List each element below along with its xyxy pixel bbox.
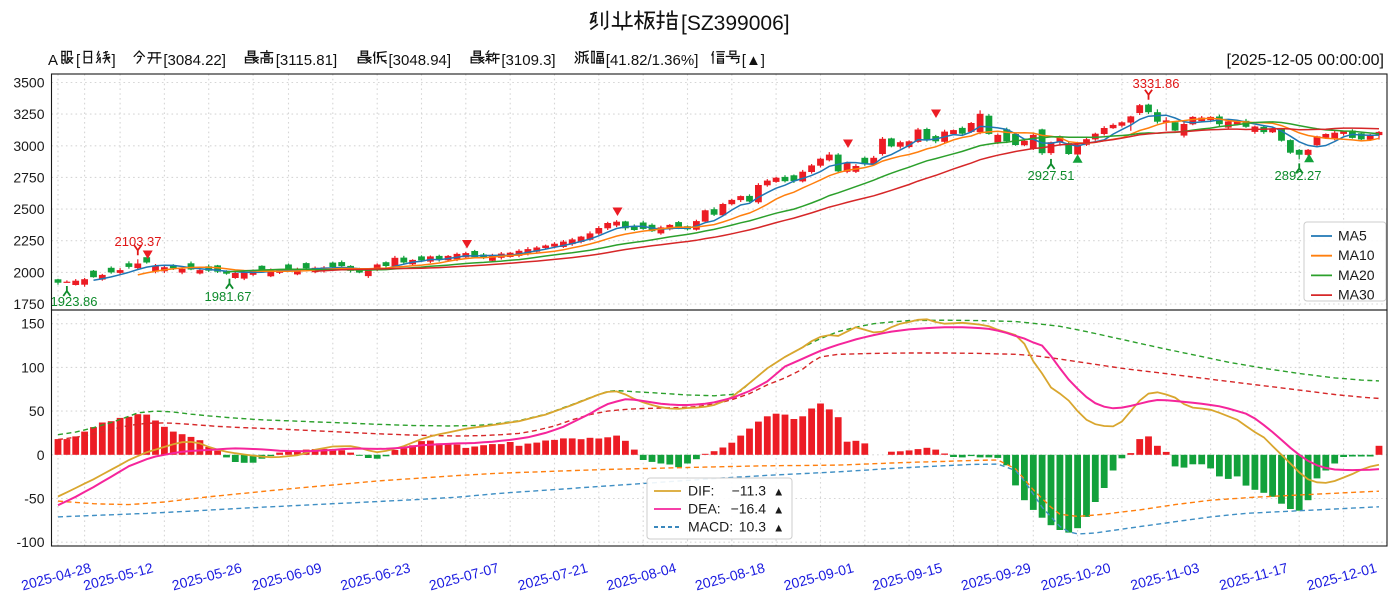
svg-text:−16.4: −16.4 (731, 501, 767, 517)
svg-text:MACD:: MACD: (688, 519, 733, 535)
svg-text:[3109.3]: [3109.3] (501, 52, 555, 69)
svg-text:DEA:: DEA: (688, 501, 721, 517)
svg-text:1750: 1750 (13, 296, 44, 312)
svg-text:10.3: 10.3 (739, 519, 766, 535)
svg-text:1923.86: 1923.86 (51, 294, 98, 309)
svg-text:2103.37: 2103.37 (115, 234, 162, 249)
svg-text:2750: 2750 (13, 169, 44, 185)
svg-text:MA30: MA30 (1338, 287, 1375, 303)
svg-text:100: 100 (21, 359, 45, 375)
svg-text:0: 0 (37, 447, 45, 463)
svg-text:3250: 3250 (13, 106, 44, 122)
svg-text:150: 150 (21, 316, 45, 332)
svg-text:[SZ399006]: [SZ399006] (681, 12, 790, 35)
svg-text:MA20: MA20 (1338, 267, 1375, 283)
svg-text:50: 50 (29, 403, 45, 419)
svg-text:2500: 2500 (13, 201, 44, 217)
svg-text:3500: 3500 (13, 74, 44, 90)
svg-text:2892.27: 2892.27 (1275, 168, 1322, 183)
svg-text:MA10: MA10 (1338, 247, 1375, 263)
svg-text:-100: -100 (16, 534, 44, 550)
svg-text:A: A (48, 52, 58, 69)
svg-text:▲: ▲ (773, 523, 784, 535)
svg-text:[3084.22]: [3084.22] (163, 52, 226, 69)
svg-text:−11.3: −11.3 (732, 483, 767, 499)
svg-text:MA5: MA5 (1338, 228, 1367, 244)
svg-text:DIF:: DIF: (688, 483, 714, 499)
svg-text:3331.86: 3331.86 (1133, 76, 1180, 91)
svg-text:▲: ▲ (773, 487, 784, 499)
svg-text:2927.51: 2927.51 (1028, 168, 1075, 183)
svg-text:-50: -50 (24, 491, 44, 507)
svg-text:2250: 2250 (13, 233, 44, 249)
svg-text:▲: ▲ (773, 505, 784, 517)
svg-text:[2025-12-05 00:00:00]: [2025-12-05 00:00:00] (1227, 52, 1384, 69)
svg-text:[41.82/1.36%]: [41.82/1.36%] (606, 52, 699, 69)
svg-text:2000: 2000 (13, 264, 44, 280)
svg-text:3000: 3000 (13, 138, 44, 154)
svg-text:[3115.81]: [3115.81] (276, 52, 337, 69)
svg-text:[3048.94]: [3048.94] (389, 52, 452, 69)
svg-text:1981.67: 1981.67 (205, 289, 252, 304)
svg-text:[: [ (76, 52, 81, 69)
svg-text:[▲]: [▲] (742, 52, 765, 69)
svg-text:]: ] (112, 52, 116, 69)
